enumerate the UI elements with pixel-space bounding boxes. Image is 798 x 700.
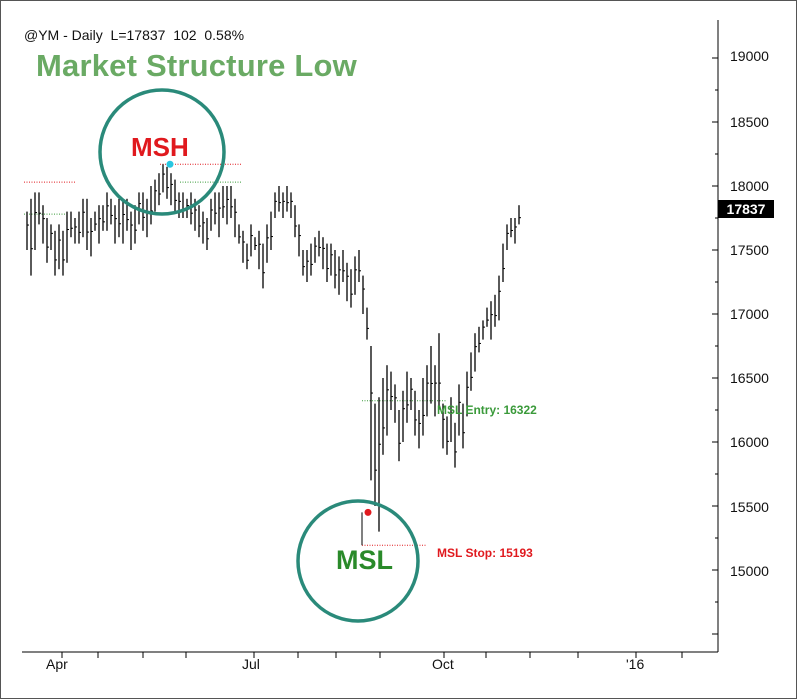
msh-circle <box>98 88 226 216</box>
msl-label: MSL <box>336 545 393 575</box>
chart-title: Market Structure Low <box>36 48 357 83</box>
y-tick-label: 18000 <box>730 178 769 194</box>
x-tick-label: Oct <box>432 656 454 672</box>
msl-stop-label: MSL Stop: 15193 <box>437 546 533 560</box>
y-tick-label: 16000 <box>730 434 769 450</box>
y-tick-label: 16500 <box>730 370 769 386</box>
msl-entry-label: MSL Entry: 16322 <box>437 403 537 417</box>
y-tick-label: 17500 <box>730 242 769 258</box>
symbol-header: @YM - Daily L=17837 102 0.58% <box>24 27 245 43</box>
x-tick-label: '16 <box>626 656 645 672</box>
x-tick-label: Apr <box>46 656 68 672</box>
y-tick-label: 17000 <box>730 306 769 322</box>
y-tick-marks <box>712 57 718 635</box>
y-tick-label: 15500 <box>730 499 769 515</box>
last-price-tag: 17837 <box>718 200 774 218</box>
x-tick-label: Jul <box>242 656 260 672</box>
msl-marker <box>364 508 372 516</box>
y-tick-label: 15000 <box>730 563 769 579</box>
y-tick-label: 19000 <box>730 48 769 64</box>
x-tick-marks <box>61 652 683 658</box>
msl-circle <box>296 499 420 623</box>
msh-marker <box>166 160 174 168</box>
ohlc-bars <box>26 164 521 532</box>
msh-label: MSH <box>131 132 189 162</box>
y-tick-label: 18500 <box>730 114 769 130</box>
